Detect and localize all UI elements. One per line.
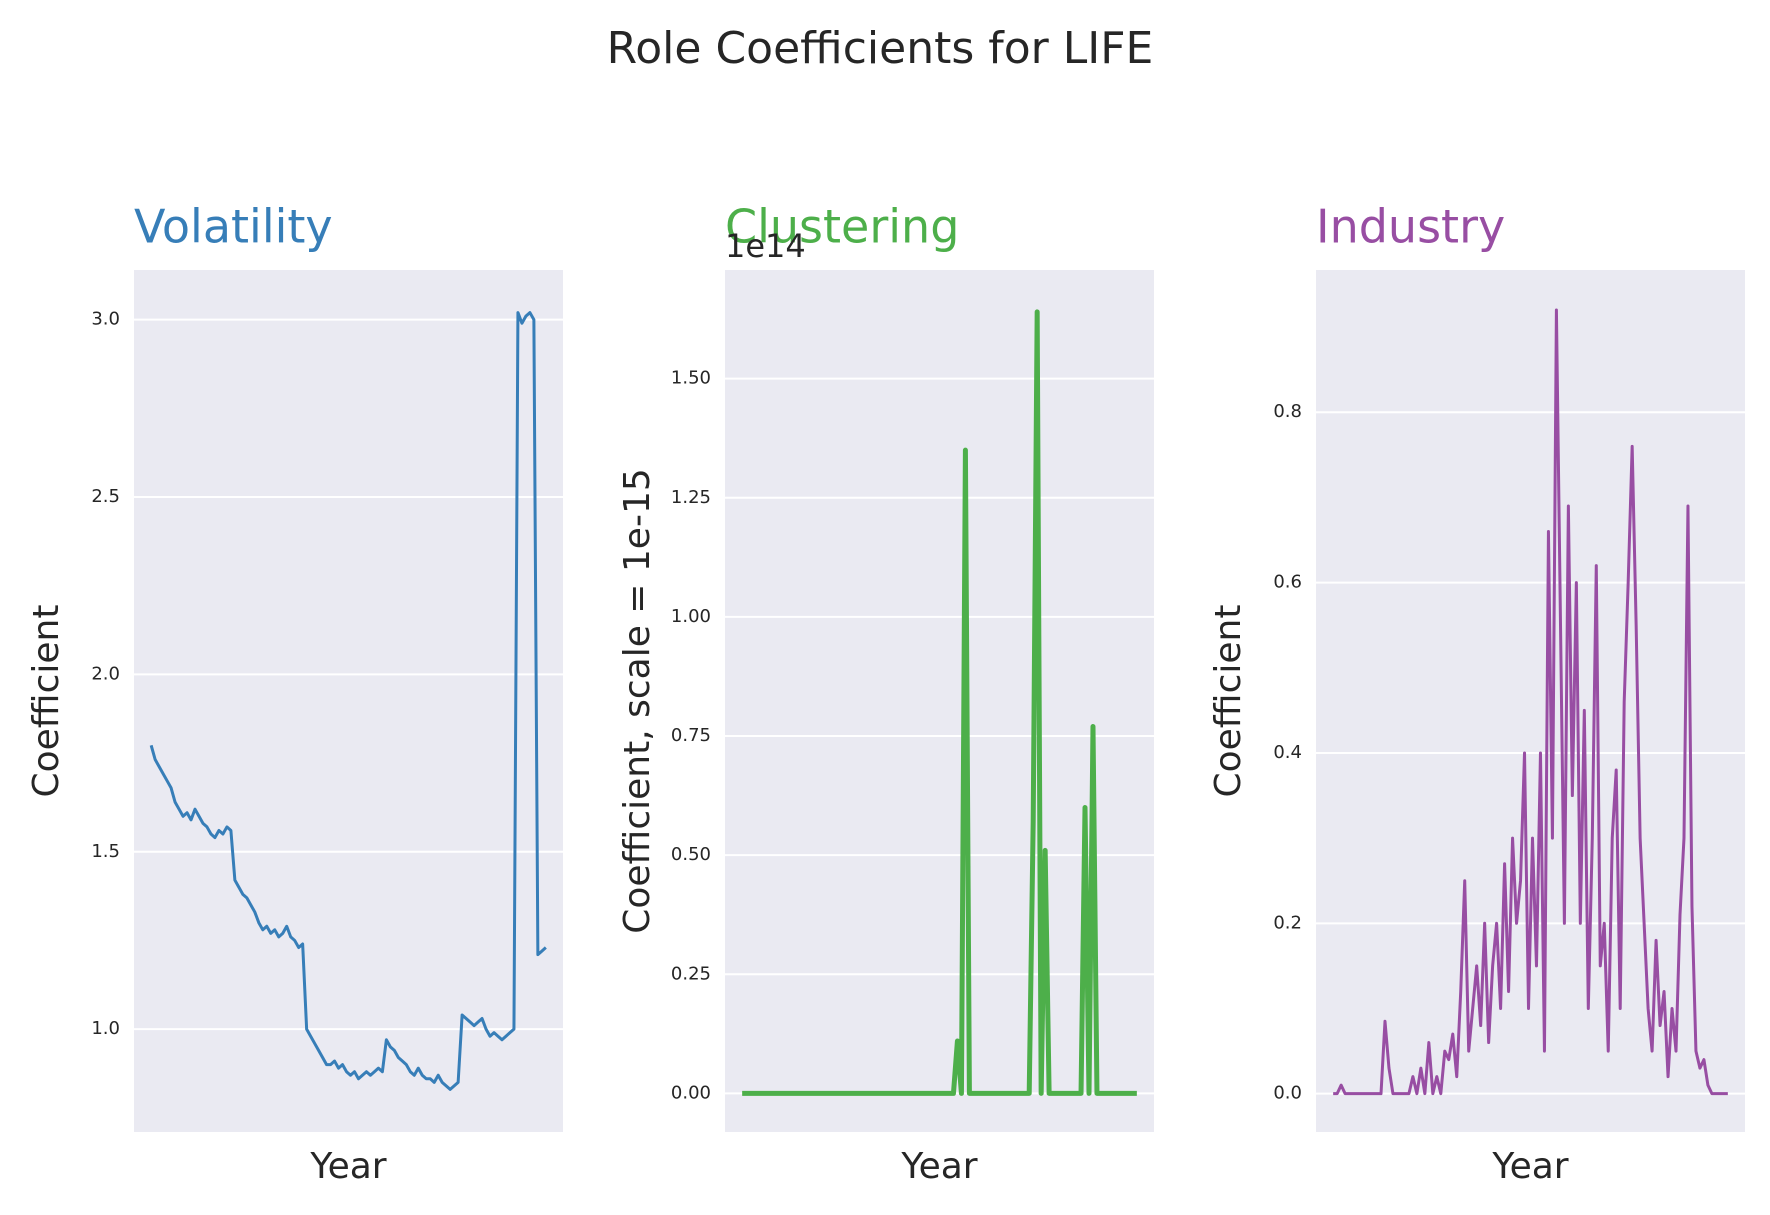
plot-background: [1316, 270, 1745, 1132]
plot-background: [134, 270, 563, 1132]
y-tick-label: 0.4: [1273, 742, 1302, 763]
y-tick-label: 0.2: [1273, 912, 1302, 933]
x-axis-label: Year: [1491, 1146, 1568, 1187]
y-tick-label: 2.0: [91, 663, 120, 684]
x-axis-label: Year: [900, 1146, 977, 1187]
y-tick-label: 1.00: [671, 606, 711, 627]
y-tick-label: 1.50: [671, 368, 711, 389]
x-axis-label: Year: [309, 1146, 386, 1187]
data-line: [149, 311, 547, 1091]
y-tick-label: 0.75: [671, 725, 711, 746]
y-tick-label: 0.0: [1273, 1083, 1302, 1104]
y-tick-label: 1.5: [91, 841, 120, 862]
subplot-title: Clustering: [725, 200, 959, 254]
y-tick-label: 2.5: [91, 486, 120, 507]
figure-title: Role Coefficients for LIFE: [607, 23, 1154, 74]
y-axis-label: Coefficient: [1208, 605, 1249, 798]
y-axis-label: Coefficient: [26, 605, 67, 798]
y-tick-label: 1.25: [671, 487, 711, 508]
y-tick-label: 1.0: [91, 1018, 120, 1039]
y-tick-label: 0.25: [671, 963, 711, 984]
data-line: [1333, 308, 1728, 1096]
y-tick-label: 0.8: [1273, 401, 1302, 422]
subplot-title: Industry: [1316, 200, 1505, 254]
y-offset-label: 1e14: [725, 227, 806, 265]
y-tick-label: 0.6: [1273, 572, 1302, 593]
y-axis-label: Coefficient, scale = 1e-15: [617, 468, 658, 934]
data-line: [742, 309, 1137, 1096]
y-tick-label: 0.00: [671, 1082, 711, 1103]
y-tick-label: 3.0: [91, 309, 120, 330]
y-tick-label: 0.50: [671, 844, 711, 865]
subplot-title: Volatility: [134, 200, 333, 254]
